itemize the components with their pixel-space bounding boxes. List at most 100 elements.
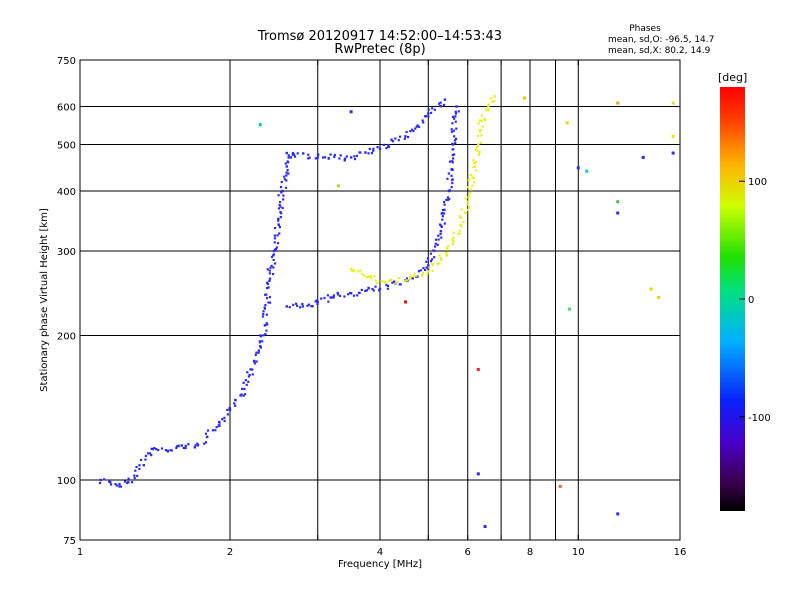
data-point (281, 206, 284, 210)
data-point (447, 244, 450, 248)
data-point (395, 282, 398, 285)
x-tick-label: 1 (77, 547, 83, 558)
data-point (443, 212, 446, 215)
data-point (268, 279, 271, 283)
data-point (301, 302, 304, 306)
data-point (320, 297, 323, 300)
data-point (475, 169, 478, 172)
data-point (364, 289, 367, 292)
data-point (98, 481, 102, 485)
data-point (127, 477, 130, 480)
data-point (382, 143, 386, 147)
data-point (459, 215, 462, 219)
data-point (323, 156, 327, 159)
data-point (372, 147, 375, 150)
data-point (454, 142, 457, 145)
data-point (398, 135, 402, 138)
data-point (473, 161, 476, 165)
data-point (279, 185, 283, 189)
data-point (262, 310, 265, 313)
data-point (450, 128, 453, 131)
data-point (427, 264, 430, 267)
data-point (223, 416, 226, 419)
scattered-point (585, 169, 589, 173)
data-point (409, 130, 412, 133)
data-point (394, 137, 397, 140)
data-point (387, 143, 390, 147)
data-point (451, 168, 454, 172)
data-point (280, 180, 283, 184)
data-point (481, 125, 484, 128)
data-point (149, 452, 152, 455)
data-point (453, 153, 456, 156)
data-point (451, 161, 454, 164)
data-point (131, 481, 134, 484)
data-point (265, 313, 268, 316)
data-point (311, 305, 314, 308)
data-point (277, 219, 280, 222)
data-point (218, 424, 221, 428)
data-point (390, 138, 393, 141)
data-point (291, 151, 295, 155)
scattered-point (576, 166, 580, 170)
data-point (349, 292, 353, 295)
data-point (164, 449, 168, 452)
y-tick-label: 300 (57, 247, 76, 258)
data-point (144, 458, 147, 461)
data-point (274, 247, 277, 251)
phases-o-mode: mean, sd,O: -96.5, 14.7 (608, 35, 714, 45)
scattered-point (567, 307, 571, 311)
data-point (431, 107, 434, 110)
data-point (427, 267, 430, 270)
data-point (170, 449, 173, 452)
data-point (372, 149, 375, 152)
data-point (273, 234, 276, 237)
data-point (436, 243, 439, 246)
data-point (282, 198, 285, 201)
data-point (204, 441, 208, 444)
data-point (451, 179, 454, 182)
data-point (415, 125, 418, 128)
data-point (242, 394, 245, 397)
data-point (440, 236, 443, 239)
data-point (434, 242, 437, 245)
scattered-point (616, 101, 620, 105)
data-point (459, 223, 462, 227)
data-point (279, 205, 282, 208)
data-point (453, 139, 457, 142)
data-point (287, 156, 290, 159)
data-point (330, 296, 333, 299)
data-point (430, 111, 433, 114)
data-point (364, 151, 367, 154)
data-point (329, 296, 332, 299)
x-tick-label: 6 (465, 547, 471, 558)
scattered-point (558, 484, 562, 488)
data-point (138, 467, 141, 471)
x-axis-ticks: 1 2 4 6 8 10 16 (77, 547, 687, 558)
grid-lines (80, 60, 680, 540)
data-point (439, 104, 442, 108)
data-point (355, 154, 359, 157)
data-point (133, 476, 136, 480)
data-point (404, 135, 407, 138)
data-point (184, 446, 187, 450)
data-point (374, 279, 377, 282)
data-point (393, 280, 396, 283)
data-point (493, 100, 496, 103)
data-point (214, 429, 217, 432)
data-point (234, 399, 237, 402)
data-point (452, 231, 455, 234)
data-point (372, 289, 375, 292)
data-point (142, 464, 145, 467)
data-point (433, 249, 436, 252)
data-point (430, 258, 434, 261)
data-point (439, 229, 443, 233)
data-point (455, 137, 458, 140)
data-point (241, 387, 244, 390)
data-point (434, 238, 438, 241)
data-point (448, 197, 451, 201)
data-point (397, 276, 400, 280)
data-point (414, 127, 417, 130)
data-point (291, 153, 294, 156)
